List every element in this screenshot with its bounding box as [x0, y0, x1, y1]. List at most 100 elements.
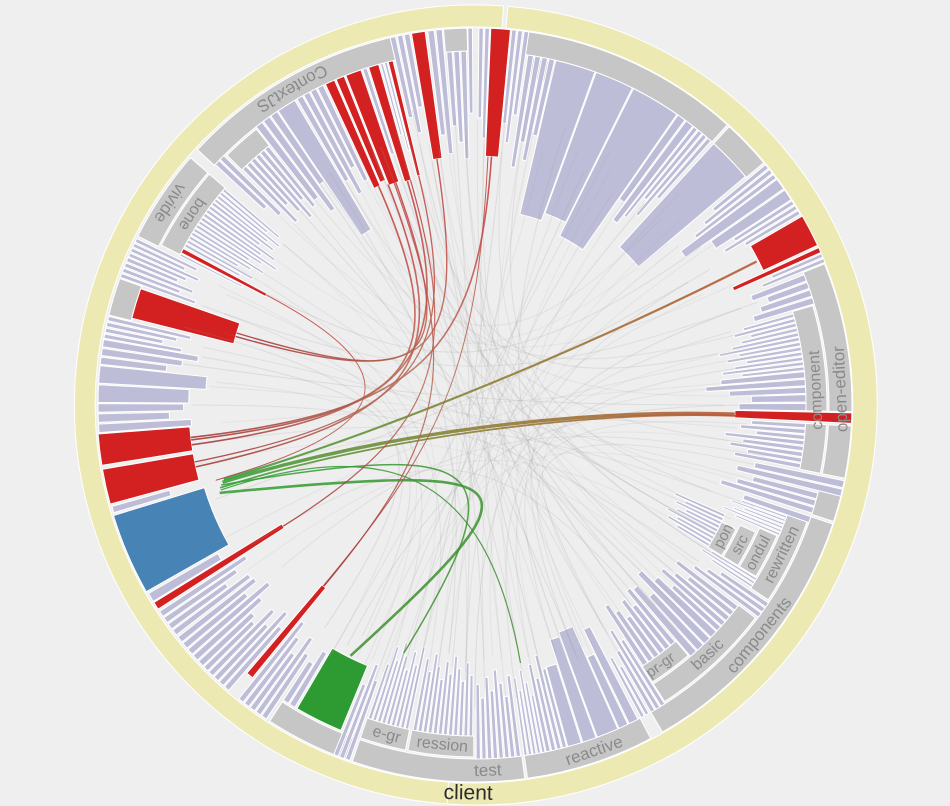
dependency-file-segment[interactable] [367, 63, 412, 183]
dependency-file-segment[interactable] [749, 215, 819, 272]
file-segment[interactable] [383, 61, 411, 152]
file-segment[interactable] [246, 161, 290, 207]
file-segment[interactable] [653, 576, 718, 639]
file-segment[interactable] [750, 419, 807, 429]
file-segment[interactable] [385, 655, 409, 726]
file-segment[interactable] [700, 547, 756, 585]
file-segment[interactable] [611, 120, 694, 224]
file-segment[interactable] [255, 121, 320, 202]
dependent-file-segment[interactable] [296, 647, 369, 732]
file-segment[interactable] [372, 645, 400, 722]
file-segment[interactable] [519, 55, 542, 143]
file-segment[interactable] [735, 464, 843, 497]
file-segment[interactable] [673, 491, 726, 518]
root-ring[interactable] [73, 4, 505, 805]
file-segment[interactable] [618, 142, 747, 268]
file-segment[interactable] [675, 524, 711, 548]
file-segment[interactable] [208, 205, 262, 247]
file-segment[interactable] [100, 347, 184, 367]
file-segment[interactable] [742, 438, 804, 452]
file-segment[interactable] [728, 386, 807, 397]
file-segment[interactable] [399, 664, 419, 729]
file-segment[interactable] [97, 411, 171, 423]
file-segment[interactable] [296, 95, 350, 183]
group-arc[interactable] [442, 27, 469, 53]
file-segment[interactable] [635, 133, 708, 217]
file-segment[interactable] [480, 697, 487, 760]
file-segment[interactable] [468, 674, 474, 737]
file-segment[interactable] [749, 322, 798, 339]
file-segment[interactable] [197, 220, 264, 266]
file-segment[interactable] [264, 145, 317, 208]
file-segment[interactable] [97, 403, 185, 413]
file-segment[interactable] [759, 289, 813, 313]
file-segment[interactable] [673, 571, 731, 622]
file-segment[interactable] [615, 649, 656, 713]
file-segment[interactable] [726, 346, 803, 364]
file-segment[interactable] [208, 608, 276, 677]
file-segment[interactable] [202, 212, 263, 257]
file-segment[interactable] [129, 247, 200, 283]
file-segment[interactable] [751, 475, 819, 500]
file-segment[interactable] [460, 50, 470, 160]
file-segment[interactable] [158, 554, 248, 618]
file-segment[interactable] [255, 153, 314, 219]
file-segment[interactable] [666, 514, 713, 544]
file-segment[interactable] [711, 163, 770, 213]
file-segment[interactable] [132, 242, 187, 272]
file-segment[interactable] [123, 262, 195, 295]
group-arc[interactable] [722, 524, 757, 567]
file-segment[interactable] [752, 296, 815, 323]
highlighted-dependency-link[interactable] [223, 260, 758, 481]
dependency-file-segment[interactable] [324, 79, 381, 190]
file-segment[interactable] [545, 663, 582, 748]
file-segment[interactable] [185, 239, 254, 281]
file-segment[interactable] [518, 669, 537, 755]
file-segment[interactable] [625, 615, 660, 659]
file-segment[interactable] [255, 636, 314, 716]
file-segment[interactable] [498, 682, 510, 759]
file-segment[interactable] [458, 680, 466, 737]
file-segment[interactable] [106, 315, 192, 341]
file-segment[interactable] [586, 653, 629, 730]
file-segment[interactable] [447, 655, 459, 736]
file-segment[interactable] [203, 620, 256, 672]
file-segment[interactable] [733, 317, 797, 339]
dependency-file-segment[interactable] [345, 69, 400, 186]
file-segment[interactable] [484, 676, 493, 760]
file-segment[interactable] [675, 515, 715, 540]
file-segment[interactable] [742, 493, 812, 524]
file-segment[interactable] [674, 559, 739, 611]
file-segment[interactable] [104, 327, 164, 345]
highlighted-dependency-link[interactable] [235, 158, 448, 362]
file-segment[interactable] [558, 87, 678, 251]
file-segment[interactable] [734, 514, 781, 537]
file-segment[interactable] [636, 569, 711, 645]
file-segment[interactable] [524, 681, 542, 754]
file-segment[interactable] [746, 448, 803, 463]
file-segment[interactable] [620, 638, 666, 707]
file-segment[interactable] [719, 479, 815, 514]
file-segment[interactable] [674, 499, 723, 526]
file-segment[interactable] [475, 683, 481, 760]
file-segment[interactable] [541, 667, 568, 749]
file-segment[interactable] [733, 451, 802, 469]
file-segment[interactable] [282, 660, 314, 705]
file-segment[interactable] [223, 625, 283, 692]
file-segment[interactable] [467, 27, 474, 114]
file-segment[interactable] [732, 200, 795, 242]
file-segment[interactable] [105, 321, 178, 342]
file-segment[interactable] [103, 333, 183, 353]
file-segment[interactable] [738, 341, 802, 358]
highlighted-dependency-link[interactable] [191, 180, 428, 446]
file-segment[interactable] [648, 592, 704, 651]
dependency-file-segment[interactable] [335, 75, 387, 184]
file-segment[interactable] [417, 670, 432, 733]
file-segment[interactable] [745, 351, 803, 365]
file-segment[interactable] [512, 30, 530, 116]
dependency-file-segment[interactable] [731, 246, 822, 292]
file-segment[interactable] [732, 506, 784, 530]
file-segment[interactable] [395, 650, 418, 728]
highlighted-dependency-link[interactable] [221, 463, 470, 654]
file-segment[interactable] [492, 669, 504, 759]
